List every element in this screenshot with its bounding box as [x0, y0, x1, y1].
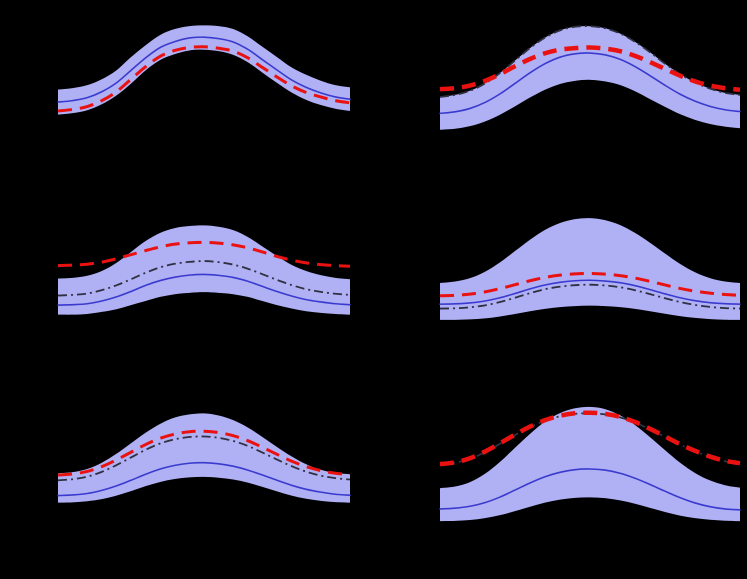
reference-dashed-line	[439, 45, 741, 92]
panel-top-right	[439, 20, 741, 136]
comparison-dashdot-line	[57, 260, 351, 297]
mean-line	[57, 36, 351, 103]
panel-bottom-right	[439, 400, 741, 528]
mean-line	[439, 279, 741, 305]
mean-line	[57, 273, 351, 306]
panel-bottom-right-plot	[439, 406, 741, 522]
panel-middle-right-plot	[439, 218, 741, 320]
reference-dashed-line	[439, 410, 741, 467]
panel-bottom-left	[57, 408, 351, 508]
confidence-band	[440, 26, 740, 130]
comparison-dashdot-line	[57, 435, 351, 482]
mean-line	[439, 52, 741, 115]
confidence-band	[58, 225, 350, 315]
reference-dashed-line	[439, 271, 741, 298]
confidence-band	[440, 406, 740, 522]
panel-top-left	[57, 20, 351, 120]
panel-middle-left	[57, 220, 351, 320]
panel-middle-right	[439, 212, 741, 326]
mean-line	[439, 468, 741, 511]
panel-bottom-left-plot	[57, 413, 351, 503]
reference-dashed-line	[57, 45, 351, 113]
reference-dashed-line	[57, 240, 351, 268]
panel-top-left-plot	[57, 25, 351, 115]
mean-line	[57, 461, 351, 497]
reference-dashed-line	[57, 429, 351, 477]
panel-top-right-plot	[439, 25, 741, 130]
panel-middle-left-plot	[57, 225, 351, 315]
comparison-dashdot-line	[439, 283, 741, 310]
